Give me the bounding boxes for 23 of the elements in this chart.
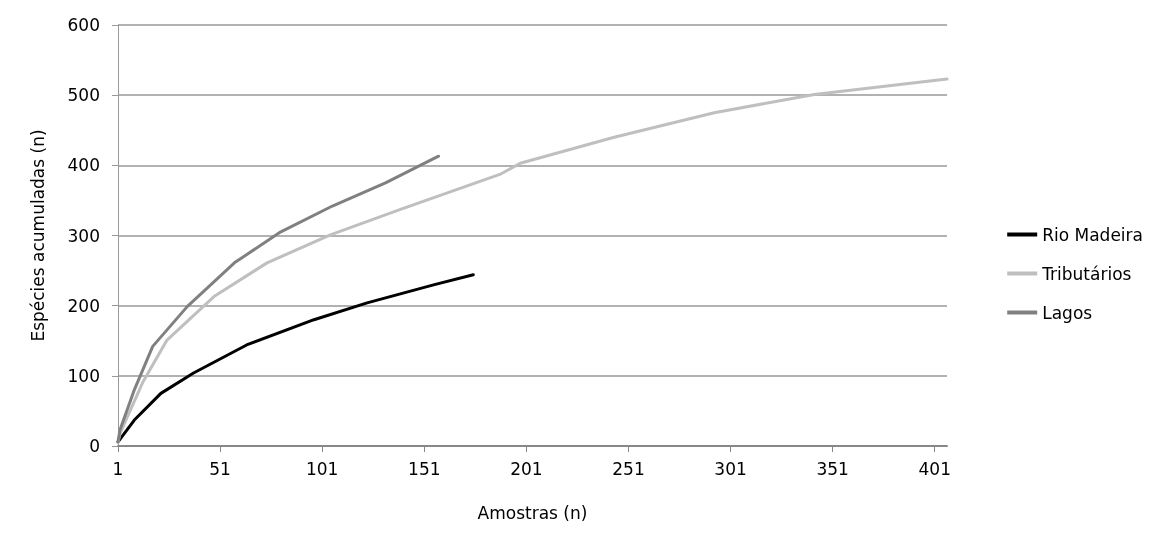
legend-label: Lagos xyxy=(1042,302,1093,323)
y-tick-label: 300 xyxy=(67,225,100,246)
y-tick-label: 0 xyxy=(89,436,100,456)
y-tick-label: 400 xyxy=(67,155,100,176)
x-tick-label: 51 xyxy=(209,458,231,479)
line-series xyxy=(116,154,441,444)
legend-label: Tributários xyxy=(1041,263,1132,284)
y-tick-label: 100 xyxy=(67,365,100,386)
y-tick-label: 200 xyxy=(67,295,100,316)
x-tick-label: 351 xyxy=(816,458,849,479)
x-tick-label: 301 xyxy=(714,458,747,479)
x-axis-title: Amostras (n) xyxy=(477,502,588,523)
line-series xyxy=(116,273,475,444)
x-tick-label: 201 xyxy=(510,458,543,479)
y-axis-title: Espécies acumuladas (n) xyxy=(27,129,48,342)
x-tick-label: 151 xyxy=(408,458,441,479)
x-tick-label: 401 xyxy=(918,458,951,479)
x-tick-label: 251 xyxy=(612,458,645,479)
y-tick-label: 600 xyxy=(67,15,100,35)
x-tick-label: 1 xyxy=(112,458,124,479)
y-tick-label: 500 xyxy=(67,85,100,106)
x-tick-label: 101 xyxy=(305,458,339,479)
legend-label: Rio Madeira xyxy=(1042,224,1144,245)
